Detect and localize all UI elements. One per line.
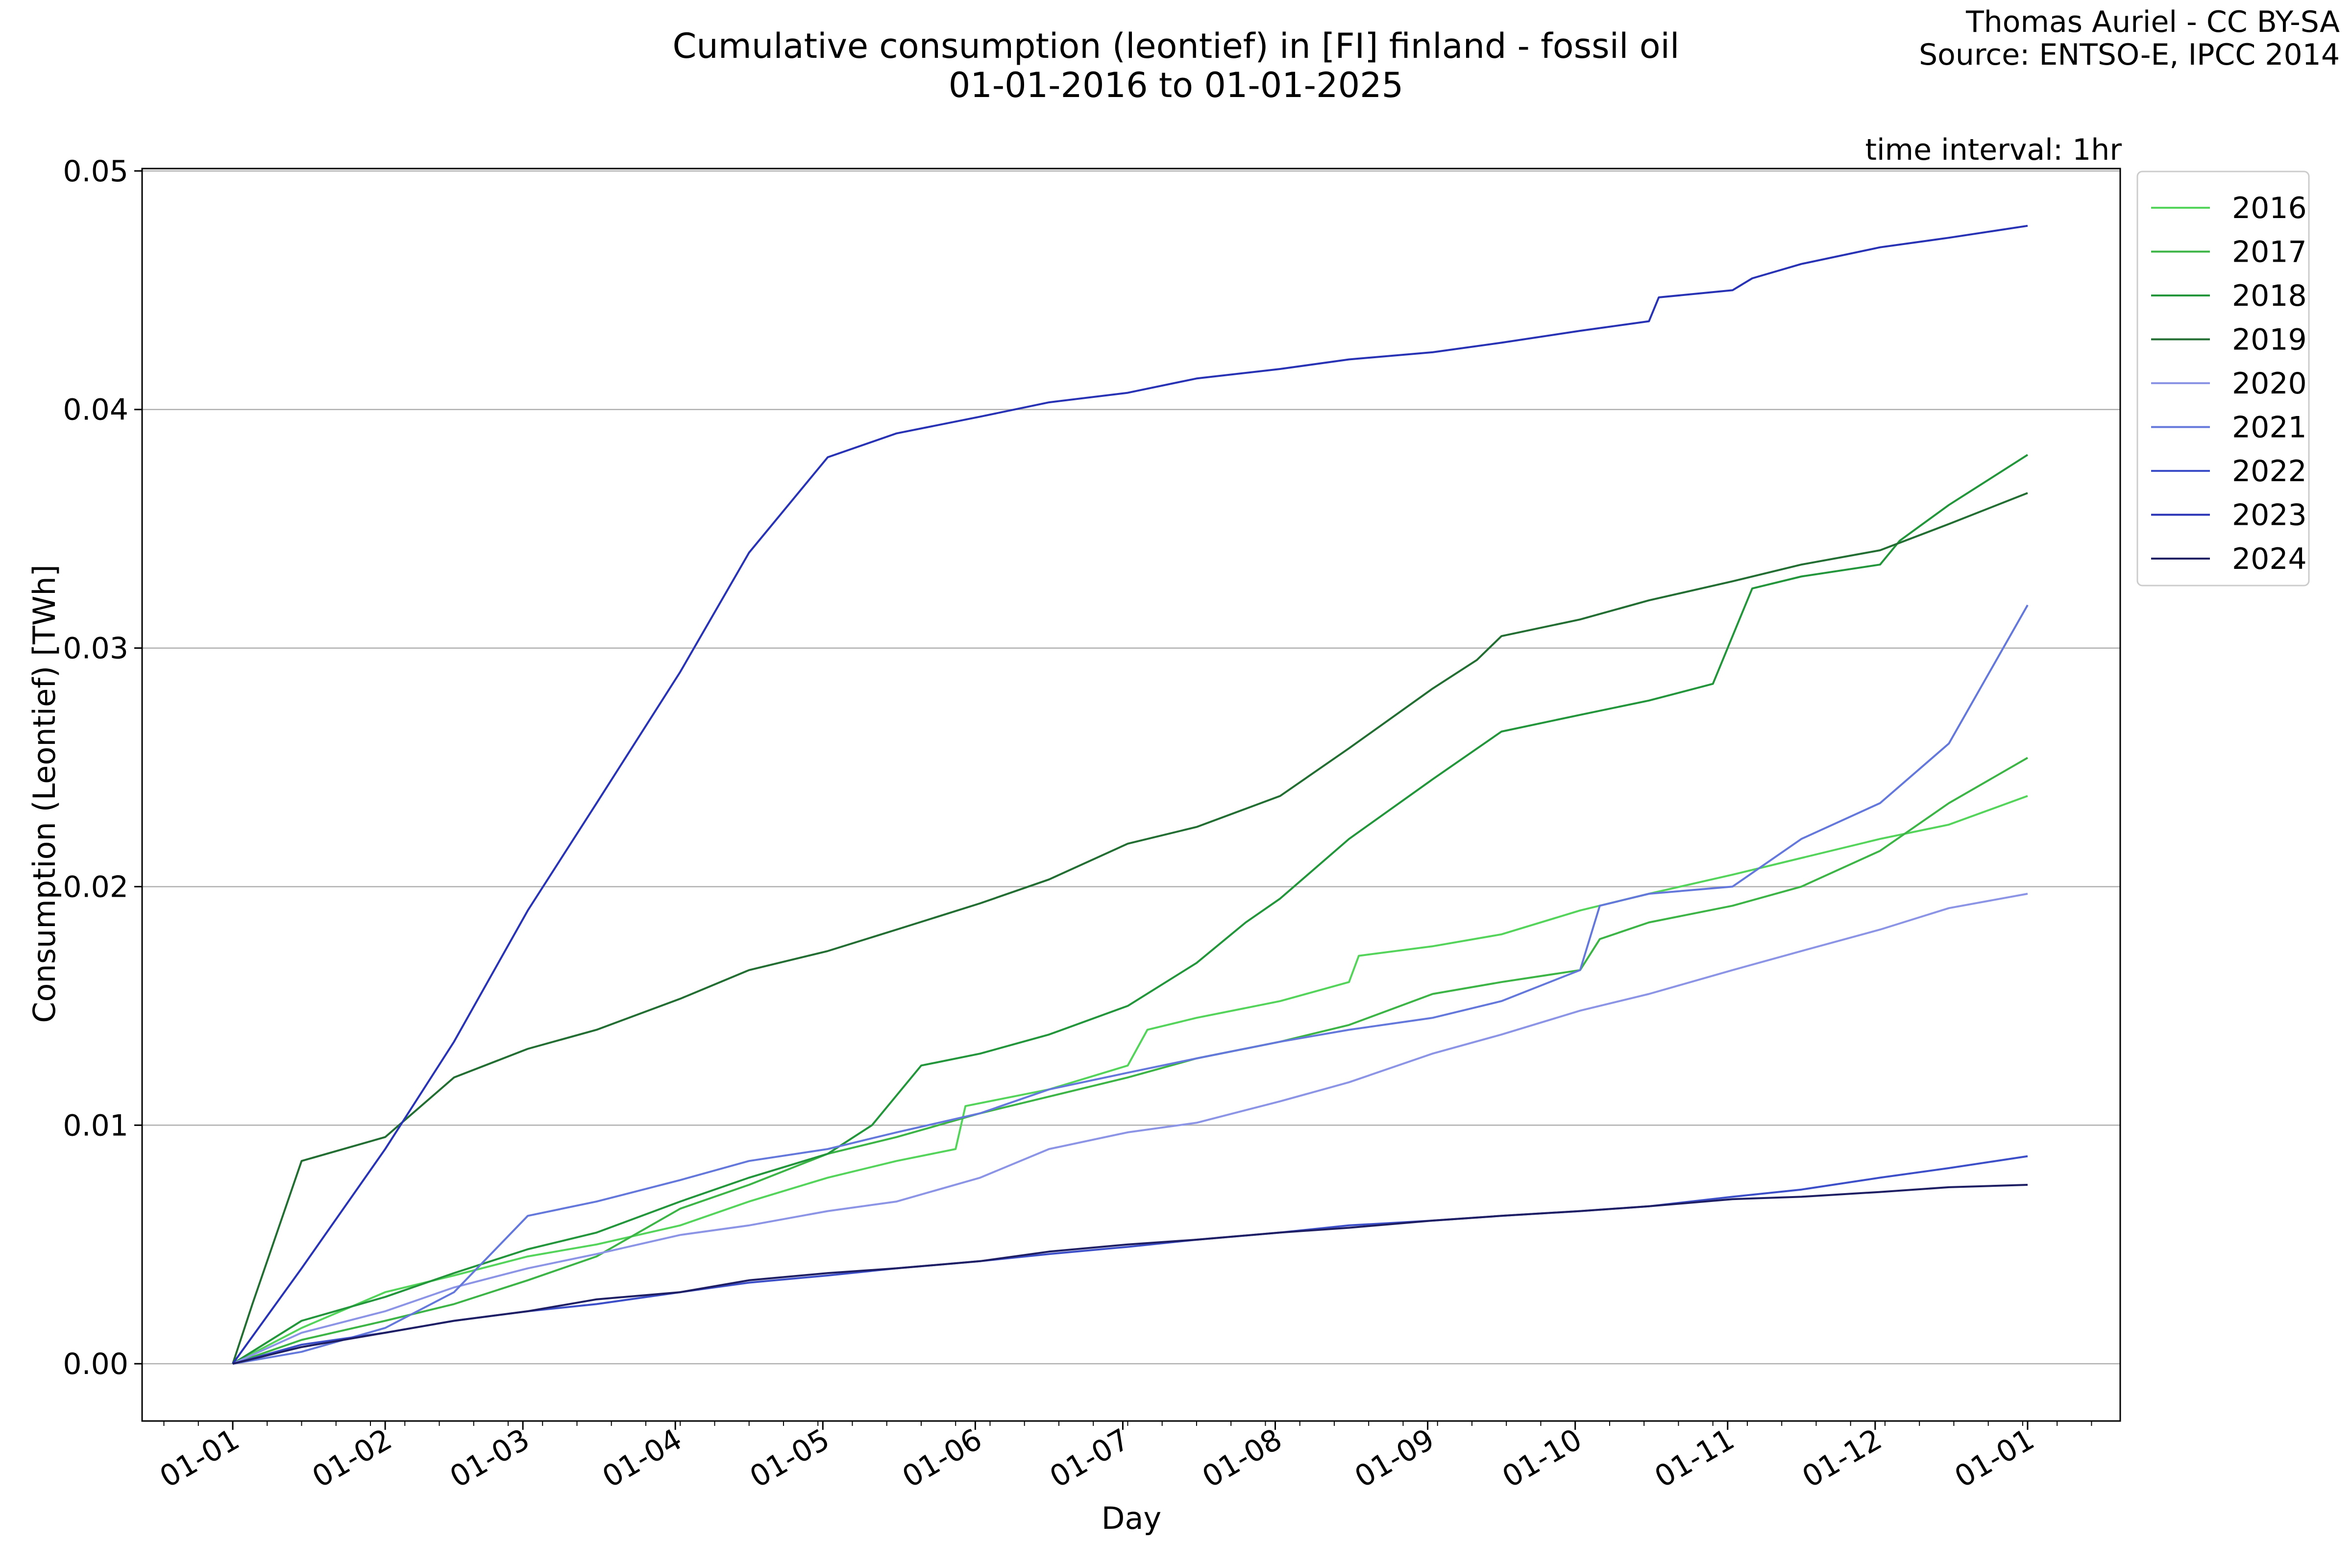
series-lines xyxy=(232,224,2029,1365)
series-line-2023 xyxy=(232,224,2028,1365)
credit-source: Source: ENTSO-E, IPCC 2014 xyxy=(1919,38,2340,72)
legend-label-2018: 2018 xyxy=(2232,279,2307,313)
legend-label-2020: 2020 xyxy=(2232,367,2307,401)
legend-label-2022: 2022 xyxy=(2232,454,2307,489)
y-axis-label: Consumption (Leontief) [TWh] xyxy=(26,564,62,1023)
series-line-2016 xyxy=(232,795,2028,1365)
legend-label-2019: 2019 xyxy=(2232,323,2307,357)
legend-label-2016: 2016 xyxy=(2232,191,2307,225)
series-line-2020 xyxy=(232,893,2028,1365)
x-axis-label: Day xyxy=(1102,1500,1161,1536)
legend-label-2017: 2017 xyxy=(2232,235,2307,270)
legend-label-2023: 2023 xyxy=(2232,498,2307,533)
series-line-2019 xyxy=(232,492,2028,1364)
series-line-2021 xyxy=(232,604,2029,1365)
chart-title-line-1: Cumulative consumption (leontief) in [FI… xyxy=(673,26,1680,66)
y-tick-label: 0.02 xyxy=(63,870,128,904)
series-line-2017 xyxy=(232,757,2028,1365)
grid-lines xyxy=(142,170,2120,1365)
y-tick-label: 0.04 xyxy=(63,393,128,427)
y-tick-label: 0.00 xyxy=(63,1347,128,1381)
y-tick-label: 0.05 xyxy=(63,154,128,189)
credit-author: Thomas Auriel - CC BY-SA xyxy=(1965,5,2340,39)
legend: 2016 2017 2018 2019 2020 2021 2022 2023 2024 xyxy=(2136,171,2310,587)
plot-frame xyxy=(141,168,2121,1422)
legend-label-2024: 2024 xyxy=(2232,542,2307,576)
y-tick-label: 0.01 xyxy=(63,1108,128,1143)
series-line-2024 xyxy=(232,1184,2028,1365)
y-axis-ticks: 0.00 0.01 0.02 0.03 0.04 0.05 xyxy=(63,154,142,1381)
chart-title-line-2: 01-01-2016 to 01-01-2025 xyxy=(949,65,1403,105)
legend-label-2021: 2021 xyxy=(2232,411,2307,445)
time-interval-label: time interval: 1hr xyxy=(1865,133,2122,167)
legend-box xyxy=(2136,171,2310,587)
series-line-2018 xyxy=(232,454,2029,1365)
y-tick-label: 0.03 xyxy=(63,632,128,666)
